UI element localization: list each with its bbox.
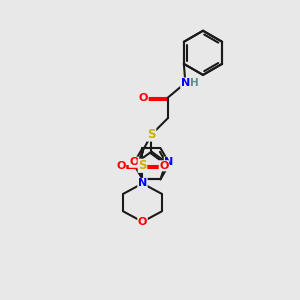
Text: O: O xyxy=(159,161,169,171)
Text: S: S xyxy=(147,128,156,141)
Text: N: N xyxy=(181,78,190,88)
Text: O: O xyxy=(139,93,148,103)
Text: O: O xyxy=(138,217,147,227)
Text: S: S xyxy=(138,159,147,172)
Text: O: O xyxy=(116,161,126,171)
Text: H: H xyxy=(190,78,199,88)
Text: N: N xyxy=(138,178,147,188)
Text: N: N xyxy=(164,157,174,167)
Text: O: O xyxy=(129,157,139,167)
